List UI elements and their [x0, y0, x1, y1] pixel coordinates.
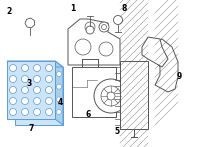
Polygon shape: [153, 39, 178, 92]
Circle shape: [114, 15, 122, 25]
Text: 7: 7: [28, 124, 34, 133]
Circle shape: [22, 76, 29, 82]
Text: 6: 6: [85, 110, 91, 119]
Polygon shape: [7, 61, 55, 119]
Polygon shape: [7, 61, 63, 67]
Polygon shape: [142, 37, 168, 67]
Circle shape: [22, 65, 29, 71]
Circle shape: [10, 108, 16, 116]
Circle shape: [107, 92, 115, 100]
Circle shape: [10, 65, 16, 71]
Polygon shape: [25, 18, 35, 28]
Polygon shape: [120, 61, 148, 129]
Circle shape: [10, 86, 16, 93]
Text: 9: 9: [176, 72, 182, 81]
Circle shape: [85, 22, 95, 32]
Text: 5: 5: [114, 127, 120, 136]
Circle shape: [57, 84, 62, 89]
Text: 8: 8: [121, 4, 127, 13]
Circle shape: [46, 76, 52, 82]
Text: 2: 2: [6, 6, 12, 16]
Circle shape: [34, 65, 40, 71]
Circle shape: [57, 71, 62, 76]
Circle shape: [22, 97, 29, 105]
Circle shape: [34, 97, 40, 105]
Circle shape: [101, 86, 121, 106]
Polygon shape: [72, 67, 116, 117]
Polygon shape: [68, 19, 120, 65]
Text: 3: 3: [26, 78, 32, 88]
Circle shape: [10, 76, 16, 82]
Circle shape: [94, 79, 128, 113]
Text: 1: 1: [70, 4, 76, 13]
Circle shape: [57, 110, 62, 115]
Circle shape: [46, 65, 52, 71]
Circle shape: [22, 86, 29, 93]
Circle shape: [86, 26, 94, 34]
Circle shape: [34, 86, 40, 93]
Circle shape: [10, 97, 16, 105]
Polygon shape: [55, 61, 63, 125]
Circle shape: [22, 108, 29, 116]
Text: 4: 4: [57, 98, 63, 107]
Circle shape: [102, 25, 106, 30]
Circle shape: [46, 97, 52, 105]
Circle shape: [46, 108, 52, 116]
Circle shape: [46, 86, 52, 93]
Circle shape: [34, 76, 40, 82]
Circle shape: [34, 108, 40, 116]
Circle shape: [75, 39, 91, 55]
Circle shape: [99, 22, 109, 32]
Polygon shape: [15, 67, 63, 125]
Circle shape: [57, 97, 62, 102]
Circle shape: [99, 42, 113, 56]
